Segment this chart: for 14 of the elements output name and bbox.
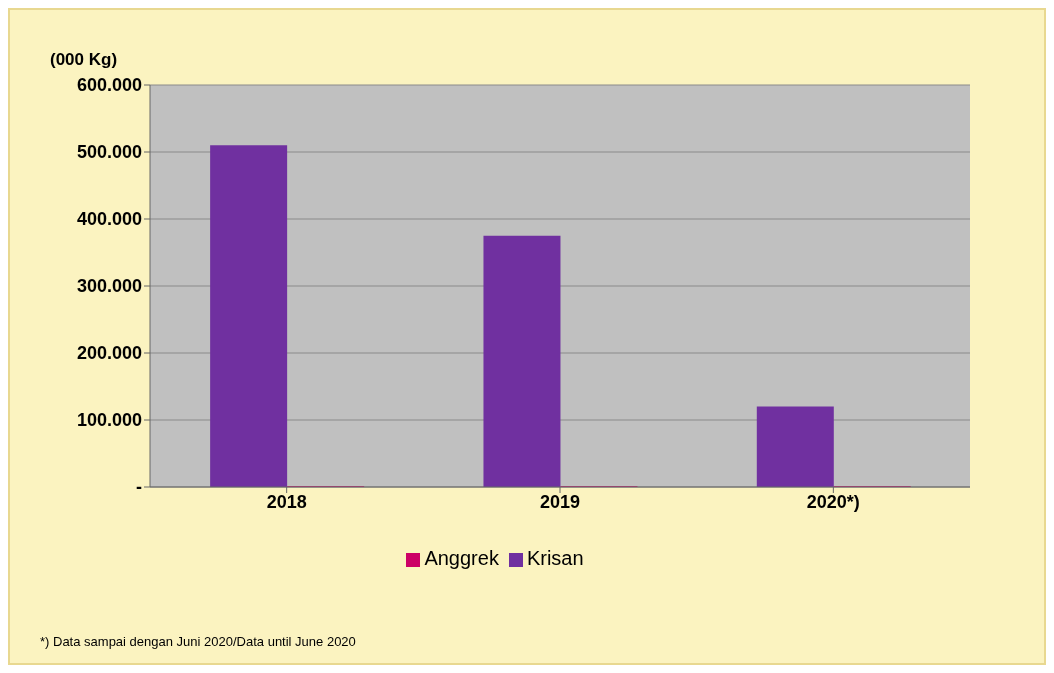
y-tick-label: 400.000 [76, 209, 142, 230]
x-tick-label: 2018 [266, 491, 307, 512]
y-tick-label: 500.000 [76, 142, 142, 163]
y-tick-label: 300.000 [76, 276, 142, 297]
legend-label: Krisan [526, 547, 584, 569]
x-tick-label: 2019 [539, 491, 581, 512]
y-axis-title: (000 Kg) [50, 50, 118, 70]
text: *) Data sampai dengan Juni 2020/Data until June 2020 [40, 634, 356, 649]
y-tick-label: 200.000 [76, 343, 142, 364]
y-tick-label: 100.000 [76, 410, 142, 431]
legend-label: Anggrek [424, 547, 499, 569]
y-tick-label: - [136, 477, 142, 498]
x-tick-label: 2020*) [806, 491, 860, 512]
y-tick-label: 600.000 [76, 75, 142, 96]
